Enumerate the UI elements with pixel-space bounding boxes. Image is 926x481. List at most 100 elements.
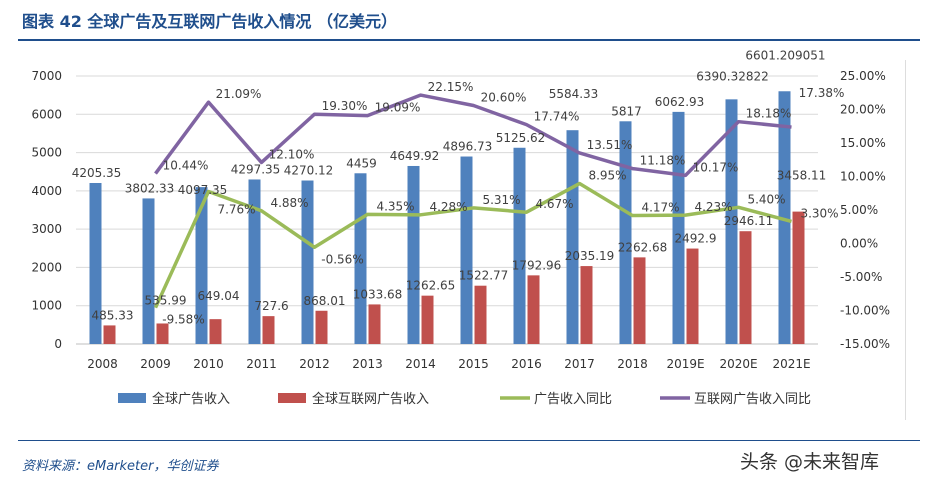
x-tick-label: 2008 (87, 357, 118, 371)
data-label-ad-growth: 4.35% (376, 199, 414, 213)
y2-tick-label: -5.00% (840, 270, 882, 284)
x-tick-label: 2017 (564, 357, 595, 371)
data-label-global: 4896.73 (443, 140, 493, 154)
x-tick-label: 2019E (666, 357, 704, 371)
data-label-ad-growth: 8.95% (588, 169, 626, 183)
x-tick-label: 2015 (458, 357, 489, 371)
data-label-internet-growth: 19.30% (322, 99, 368, 113)
y2-tick-label: -15.00% (840, 337, 890, 351)
data-label-internet: 649.04 (198, 289, 240, 303)
line-ad-growth (153, 181, 792, 309)
data-label-global: 4459 (346, 156, 377, 170)
data-label-ad-growth: 4.88% (270, 196, 308, 210)
bar-global-ad (672, 111, 685, 344)
data-label-internet-growth: 17.38% (799, 86, 845, 100)
line-internet-growth (154, 93, 792, 178)
y2-tick-label: 20.00% (840, 103, 886, 117)
y-tick-label: 4000 (31, 184, 62, 198)
data-label-internet: 535.99 (145, 293, 187, 307)
data-label-internet: 727.6 (254, 299, 288, 313)
data-label-internet-growth: 22.15% (428, 80, 474, 94)
data-label-internet: 1792.96 (512, 258, 562, 272)
footer-divider (18, 440, 920, 441)
bar-internet-ad (633, 257, 646, 344)
data-label-internet-growth: 19.09% (375, 101, 421, 115)
data-label-internet-growth: 12.10% (269, 147, 315, 161)
data-label-global: 4297.35 (231, 162, 281, 176)
bar-internet-ad (368, 304, 381, 344)
bar-global-ad (778, 91, 791, 344)
data-label-internet-growth: 13.51% (587, 138, 633, 152)
data-label-ad-growth: 3.30% (800, 206, 838, 220)
source-note: 资料来源：eMarketer，华创证券 (22, 459, 219, 474)
bar-internet-ad (739, 231, 752, 344)
x-tick-label: 2018 (617, 357, 648, 371)
legend-swatch (118, 393, 146, 403)
data-label-internet: 1033.68 (353, 287, 403, 301)
data-label-ad-growth: 5.40% (747, 192, 785, 206)
bar-global-ad (513, 147, 526, 344)
bar-global-ad (566, 130, 579, 344)
data-label-global: 4097.35 (178, 183, 228, 197)
data-label-global: 4649.92 (390, 149, 440, 163)
data-label-internet: 2035.19 (565, 249, 615, 263)
data-label-internet-growth: 20.60% (481, 90, 527, 104)
bar-internet-ad (156, 323, 169, 344)
data-label-global: 6601.209051 (745, 48, 825, 62)
data-label-ad-growth: 4.17% (641, 201, 679, 215)
x-tick-label: 2021E (772, 357, 810, 371)
y-tick-label: 6000 (31, 107, 62, 121)
legend-label: 广告收入同比 (534, 392, 612, 407)
y-tick-label: 7000 (31, 69, 62, 83)
bar-global-ad (301, 180, 314, 344)
data-label-ad-growth: 4.67% (535, 197, 573, 211)
bar-internet-ad (792, 211, 805, 344)
y2-tick-label: 0.00% (840, 237, 878, 251)
legend-label: 全球互联网广告收入 (312, 391, 429, 407)
legend-label: 全球广告收入 (152, 391, 230, 407)
bar-global-ad (725, 99, 738, 344)
data-label-internet-growth: 10.17% (693, 160, 739, 174)
y-tick-label: 0 (54, 337, 62, 351)
data-label-internet-growth: 10.44% (163, 159, 209, 173)
bar-internet-ad (580, 266, 593, 344)
bar-global-ad (89, 182, 102, 344)
data-label-internet: 868.01 (304, 294, 346, 308)
bar-internet-ad (474, 285, 487, 344)
data-label-ad-growth: 5.31% (482, 193, 520, 207)
x-tick-label: 2020E (719, 357, 757, 371)
data-label-internet-growth: 11.18% (640, 154, 686, 168)
bar-global-ad (142, 198, 155, 344)
y2-tick-label: 10.00% (840, 170, 886, 184)
bar-internet-ad (527, 275, 540, 344)
legend-swatch (278, 393, 306, 403)
data-label-global: 6390.32822 (696, 69, 769, 83)
bar-internet-ad (103, 325, 116, 344)
figure-title: 图表 42 全球广告及互联网广告收入情况 （亿美元） (22, 12, 397, 31)
bar-global-ad (619, 121, 632, 345)
y2-tick-label: -10.00% (840, 304, 890, 318)
x-tick-label: 2013 (352, 357, 383, 371)
data-label-global: 3802.33 (125, 181, 175, 195)
bar-internet-ad (262, 316, 275, 344)
data-label-global: 5584.33 (549, 87, 599, 101)
data-label-global: 4270.12 (284, 164, 334, 178)
data-label-internet-growth: 18.18% (746, 107, 792, 121)
data-label-global: 5125.62 (496, 131, 546, 145)
y-tick-label: 5000 (31, 146, 62, 160)
bar-global-ad (460, 156, 473, 344)
data-label-ad-growth: 4.23% (694, 200, 732, 214)
bar-internet-ad (421, 295, 434, 344)
x-tick-label: 2012 (299, 357, 330, 371)
x-tick-label: 2014 (405, 357, 436, 371)
data-label-global: 5817 (611, 104, 642, 118)
x-tick-label: 2016 (511, 357, 542, 371)
x-tick-label: 2011 (246, 357, 277, 371)
chart-border (905, 60, 906, 420)
data-label-ad-growth: 4.28% (429, 200, 467, 214)
data-label-internet-growth: 21.09% (216, 87, 262, 101)
y2-tick-label: 25.00% (840, 69, 886, 83)
x-tick-label: 2010 (193, 357, 224, 371)
y-tick-label: 2000 (31, 260, 62, 274)
data-label-internet: 1262.65 (406, 279, 456, 293)
